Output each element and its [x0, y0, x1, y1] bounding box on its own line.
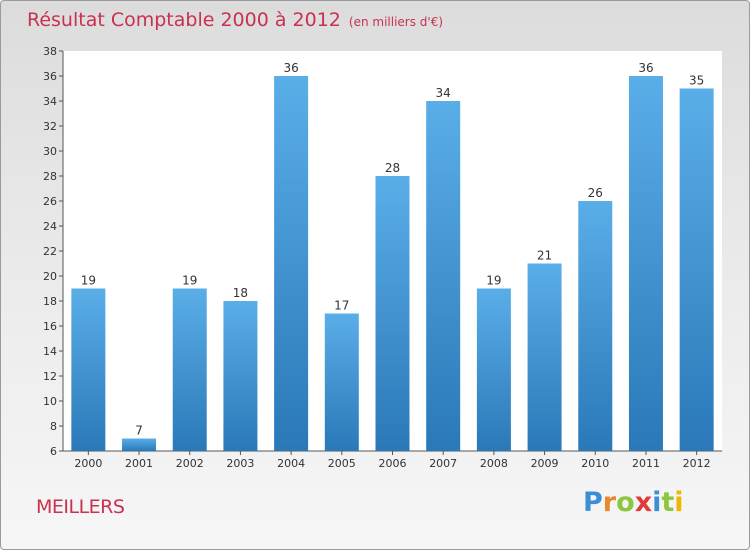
x-tick-label: 2005 [328, 457, 356, 470]
bar [172, 288, 207, 451]
logo-letter: x [634, 487, 653, 518]
data-label: 19 [486, 274, 501, 288]
chart-title-text: Résultat Comptable 2000 à 2012 [27, 9, 341, 31]
chart-subtitle: (en milliers d'€) [348, 15, 444, 29]
bar [679, 88, 714, 451]
bar [324, 313, 359, 451]
x-tick-label: 2000 [74, 457, 102, 470]
x-tick-label: 2012 [683, 457, 711, 470]
bar [375, 176, 410, 451]
logo-letter: t [661, 487, 675, 518]
y-tick-label: 12 [43, 370, 57, 383]
y-tick-label: 24 [43, 220, 57, 233]
logo-letter: i [674, 487, 684, 518]
bar [628, 76, 663, 451]
y-tick-label: 26 [43, 195, 57, 208]
x-tick-label: 2001 [125, 457, 153, 470]
y-tick-label: 16 [43, 320, 57, 333]
data-label: 36 [638, 61, 653, 75]
data-label: 26 [588, 186, 603, 200]
bar [426, 101, 461, 451]
bar [71, 288, 106, 451]
y-tick-label: 36 [43, 70, 57, 83]
logo-letter: o [616, 487, 635, 518]
chart-title: Résultat Comptable 2000 à 2012 (en millie… [27, 9, 443, 31]
y-tick-label: 34 [43, 95, 57, 108]
logo-letter: i [652, 487, 662, 518]
logo-letter: P [583, 487, 603, 518]
bar [527, 263, 562, 451]
location-name: MEILLERS [36, 496, 125, 518]
x-tick-label: 2002 [176, 457, 204, 470]
y-tick-label: 10 [43, 395, 57, 408]
x-tick-label: 2011 [632, 457, 660, 470]
y-tick-label: 32 [43, 120, 57, 133]
data-label: 21 [537, 249, 552, 263]
data-label: 19 [182, 274, 197, 288]
proxiti-logo: Proxiti [583, 487, 684, 518]
bar [476, 288, 511, 451]
x-tick-label: 2004 [277, 457, 305, 470]
bar [223, 301, 258, 451]
x-tick-label: 2007 [429, 457, 457, 470]
y-tick-label: 38 [43, 45, 57, 58]
y-tick-label: 8 [50, 420, 57, 433]
x-tick-label: 2008 [480, 457, 508, 470]
x-tick-label: 2009 [531, 457, 559, 470]
y-tick-label: 20 [43, 270, 57, 283]
bar [578, 201, 613, 451]
data-label: 35 [689, 74, 704, 88]
y-tick-label: 18 [43, 295, 57, 308]
data-label: 17 [334, 299, 349, 313]
bar [274, 76, 309, 451]
y-tick-label: 14 [43, 345, 57, 358]
y-tick-label: 6 [50, 445, 57, 458]
x-tick-label: 2010 [581, 457, 609, 470]
data-label: 19 [81, 274, 96, 288]
data-label: 34 [436, 86, 451, 100]
data-label: 18 [233, 286, 248, 300]
y-tick-label: 28 [43, 170, 57, 183]
logo-letter: r [602, 487, 617, 518]
data-label: 7 [135, 424, 143, 438]
x-tick-label: 2003 [226, 457, 254, 470]
bar [122, 438, 157, 451]
data-label: 28 [385, 161, 400, 175]
x-tick-label: 2006 [379, 457, 407, 470]
data-label: 36 [283, 61, 298, 75]
y-tick-label: 30 [43, 145, 57, 158]
y-tick-label: 22 [43, 245, 57, 258]
